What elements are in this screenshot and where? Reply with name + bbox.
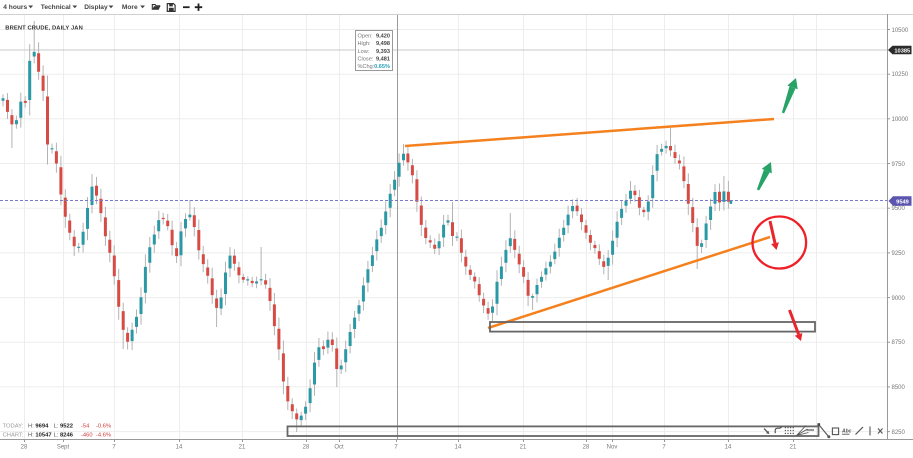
svg-text:21: 21 xyxy=(239,445,246,451)
svg-text:H: 9694: H: 9694 xyxy=(28,424,49,430)
svg-text:Open:: Open: xyxy=(358,34,374,40)
svg-text:9750: 9750 xyxy=(892,162,906,168)
svg-text:10385: 10385 xyxy=(894,48,910,54)
svg-text:%Chg:: %Chg: xyxy=(358,64,375,70)
svg-text:H: 10547: H: 10547 xyxy=(28,433,52,439)
svg-text:8500: 8500 xyxy=(892,385,906,391)
svg-text:7: 7 xyxy=(662,445,666,451)
svg-text:9,420: 9,420 xyxy=(376,34,390,40)
svg-text:-460: -460 xyxy=(81,433,93,439)
svg-text:21: 21 xyxy=(520,445,527,451)
svg-text:9250: 9250 xyxy=(892,251,906,257)
svg-text:Close:: Close: xyxy=(358,56,374,62)
svg-text:Low:: Low: xyxy=(358,49,370,55)
svg-text:14: 14 xyxy=(455,445,462,451)
svg-text:TODAY:: TODAY: xyxy=(3,424,24,430)
svg-text:More: More xyxy=(122,4,138,11)
svg-text:7: 7 xyxy=(394,445,398,451)
svg-text:8750: 8750 xyxy=(892,340,906,346)
svg-text:28: 28 xyxy=(583,445,590,451)
svg-text:21: 21 xyxy=(790,445,797,451)
svg-text:BRENT CRUDE, DAILY JAN: BRENT CRUDE, DAILY JAN xyxy=(5,26,83,32)
svg-text:10500: 10500 xyxy=(892,28,909,34)
svg-text:7: 7 xyxy=(112,445,116,451)
svg-text:Technical: Technical xyxy=(41,4,71,11)
svg-text:28: 28 xyxy=(21,445,28,451)
svg-text:Abc: Abc xyxy=(841,429,852,435)
svg-text:-0.6%: -0.6% xyxy=(96,424,111,430)
svg-text:9549: 9549 xyxy=(896,199,909,205)
svg-text:9,481: 9,481 xyxy=(376,56,390,62)
svg-text:28: 28 xyxy=(303,445,310,451)
svg-text:Oct: Oct xyxy=(334,445,344,451)
svg-text:0.65%: 0.65% xyxy=(374,64,390,70)
svg-text:14: 14 xyxy=(725,445,732,451)
svg-text:Sept: Sept xyxy=(57,445,70,451)
svg-text:4 hours: 4 hours xyxy=(3,4,27,11)
svg-text:10250: 10250 xyxy=(892,72,909,78)
svg-text:Display: Display xyxy=(84,4,108,11)
svg-text:CHART:: CHART: xyxy=(3,433,24,439)
svg-text:8250: 8250 xyxy=(892,430,906,436)
svg-text:Nov: Nov xyxy=(607,445,618,451)
svg-text:L: 8246: L: 8246 xyxy=(54,433,74,439)
svg-text:9000: 9000 xyxy=(892,296,906,302)
svg-text:L: 9522: L: 9522 xyxy=(54,424,73,430)
svg-text:High:: High: xyxy=(358,41,372,47)
svg-text:9,498: 9,498 xyxy=(376,41,390,47)
svg-text:9500: 9500 xyxy=(892,206,906,212)
svg-text:10000: 10000 xyxy=(892,117,909,123)
svg-text:14: 14 xyxy=(176,445,183,451)
svg-text:9,393: 9,393 xyxy=(376,49,390,55)
svg-text:-4.6%: -4.6% xyxy=(96,433,111,439)
svg-text:-54: -54 xyxy=(81,424,90,430)
